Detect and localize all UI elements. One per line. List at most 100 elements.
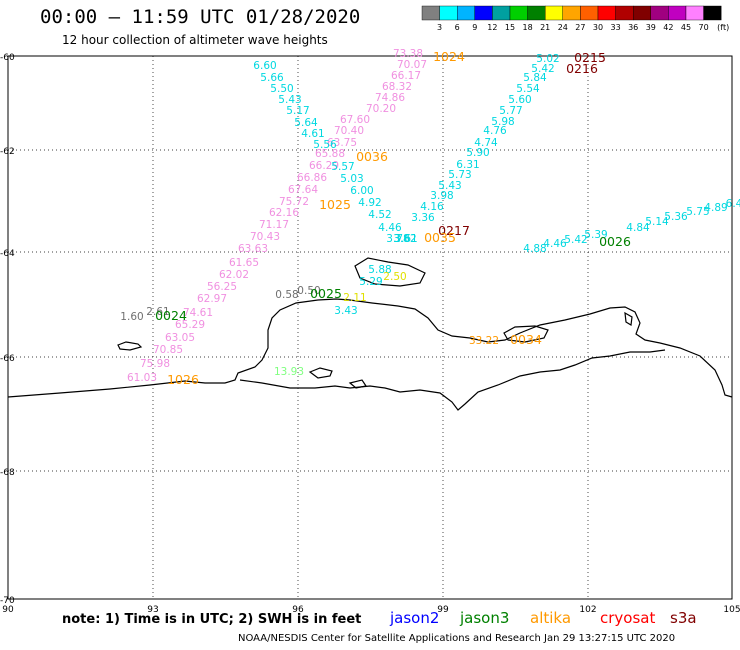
swh-label-pink: 74.86 (375, 92, 405, 104)
colorbar-label: 15 (505, 23, 515, 32)
swh-label-cyan: 4.76 (483, 125, 507, 137)
swh-label-pink: 66.29 (309, 160, 339, 172)
lon-tick-label: 93 (147, 605, 158, 615)
lon-tick-label: 96 (292, 605, 304, 615)
colorbar-swatch (457, 5, 476, 21)
swh-label-cyan: 3.98 (430, 190, 453, 202)
swh-label-pink: 74.61 (183, 307, 213, 319)
swh-label-cyan: 4.16 (420, 201, 444, 213)
colorbar-label: 42 (663, 23, 673, 32)
time-label: 0215 (574, 50, 606, 65)
swh-label-cyan: 5.50 (270, 83, 293, 95)
swh-label-misc: 0.58 (275, 289, 298, 301)
colorbar-swatch (615, 5, 634, 21)
swh-label-cyan: 5.43 (438, 180, 461, 192)
colorbar-label: 9 (472, 23, 477, 32)
lat-tick-label: -70 (0, 596, 15, 606)
swh-label-cyan: 5.02 (536, 53, 559, 65)
time-label: 1026 (167, 372, 199, 387)
colorbar-swatch (492, 5, 511, 21)
colorbar-swatch (685, 5, 704, 21)
legend-altika: altika (530, 609, 572, 627)
swh-label-pink: 68.32 (382, 81, 412, 93)
plot-frame (7, 55, 733, 600)
lat-tick-label: -60 (0, 53, 15, 63)
swh-label-misc: 2.61 (146, 306, 169, 318)
colorbar-swatch (597, 5, 616, 21)
swh-label-misc: 2.11 (343, 292, 366, 304)
swh-label-pink: 62.16 (269, 207, 299, 219)
colorbar-label: 39 (646, 23, 656, 32)
swh-label-cyan: 5.88 (368, 264, 391, 276)
colorbar-swatch (421, 5, 440, 21)
lat-tick-label: -64 (0, 249, 15, 259)
swh-label-pink: 70.07 (397, 59, 427, 71)
swh-label-cyan: 4.61 (301, 128, 324, 140)
swh-label-cyan: 4.74 (474, 137, 498, 149)
colorbar-label: 6 (455, 23, 460, 32)
swh-label-cyan: 3.62 (393, 233, 416, 245)
time-label: 1025 (319, 197, 351, 212)
swh-label-cyan: 5.56 (313, 139, 337, 151)
swh-label-cyan: 5.66 (260, 72, 284, 84)
lon-tick-label: 90 (2, 605, 14, 615)
colorbar-swatch (703, 5, 722, 21)
swh-label-pink: 61.65 (229, 257, 259, 269)
swh-label-pink: 70.20 (366, 103, 396, 115)
colorbar-label: 3 (437, 23, 442, 32)
swh-label-cyan: 6.60 (253, 60, 276, 72)
colorbar-swatch (509, 5, 528, 21)
swh-label-misc: 13.93 (274, 366, 304, 378)
colorbar-swatch (545, 5, 564, 21)
swh-label-pink: 65.29 (175, 319, 205, 331)
swh-label-pink: 62.97 (197, 293, 227, 305)
footer-note: note: 1) Time is in UTC; 2) SWH is in fe… (62, 612, 362, 627)
swh-label-cyan: 5.36 (664, 211, 688, 223)
colorbar-label: 12 (487, 23, 497, 32)
colorbar-label: 36 (628, 23, 638, 32)
swh-label-pink: 73.38 (393, 48, 423, 60)
time-label: 1024 (433, 49, 465, 64)
swh-label-pink: 63.05 (165, 332, 195, 344)
swh-label-cyan: 5.14 (645, 216, 669, 228)
swh-label-pink: 61.03 (127, 372, 157, 384)
gridlines (8, 56, 732, 599)
track-labels: 73.3870.0766.1768.3274.8670.2067.6070.40… (120, 48, 740, 387)
swh-label-cyan: 5.43 (278, 94, 301, 106)
colorbar-swatch (439, 5, 458, 21)
swh-label-pink: 75.98 (140, 358, 170, 370)
swh-label-misc: 1.60 (120, 311, 143, 323)
swh-label-cyan: 5.64 (294, 117, 318, 129)
swh-label-pink: 67.64 (288, 184, 318, 196)
time-label: 0217 (438, 223, 470, 238)
swh-label-cyan: 3.78 (386, 233, 409, 245)
swh-label-cyan: 5.60 (508, 94, 531, 106)
time-label: 0024 (155, 308, 187, 323)
credit-line: NOAA/NESDIS Center for Satellite Applica… (238, 633, 676, 644)
time-label: 0036 (356, 149, 388, 164)
swh-label-cyan: 5.98 (491, 116, 514, 128)
colorbar-label: 27 (575, 23, 585, 32)
swh-label-pink: 66.86 (297, 172, 327, 184)
time-label: 0216 (566, 61, 598, 76)
swh-label-cyan: 4.46 (378, 222, 402, 234)
swh-label-cyan: 5.75 (686, 206, 709, 218)
swh-label-cyan: 6.31 (456, 159, 479, 171)
swh-label-pink: 75.72 (279, 196, 309, 208)
colorbar-label: 18 (523, 23, 533, 32)
swh-label-cyan: 5.42 (564, 234, 587, 246)
swh-label-pink: 65.88 (315, 148, 345, 160)
time-label: 0035 (424, 230, 456, 245)
swh-label-cyan: 3.36 (411, 212, 435, 224)
legend-s3a: s3a (670, 609, 697, 627)
time-label: 0034 (510, 332, 542, 347)
swh-label-cyan: 3.61 (394, 233, 417, 245)
legend-jason2: jason2 (390, 609, 440, 627)
swh-label-pink: 70.85 (153, 344, 183, 356)
lat-tick-label: -68 (0, 468, 15, 478)
page-subtitle: 12 hour collection of altimeter wave hei… (62, 33, 328, 47)
colorbar-label: 70 (699, 23, 709, 32)
swh-label-misc: 2.50 (383, 271, 406, 283)
